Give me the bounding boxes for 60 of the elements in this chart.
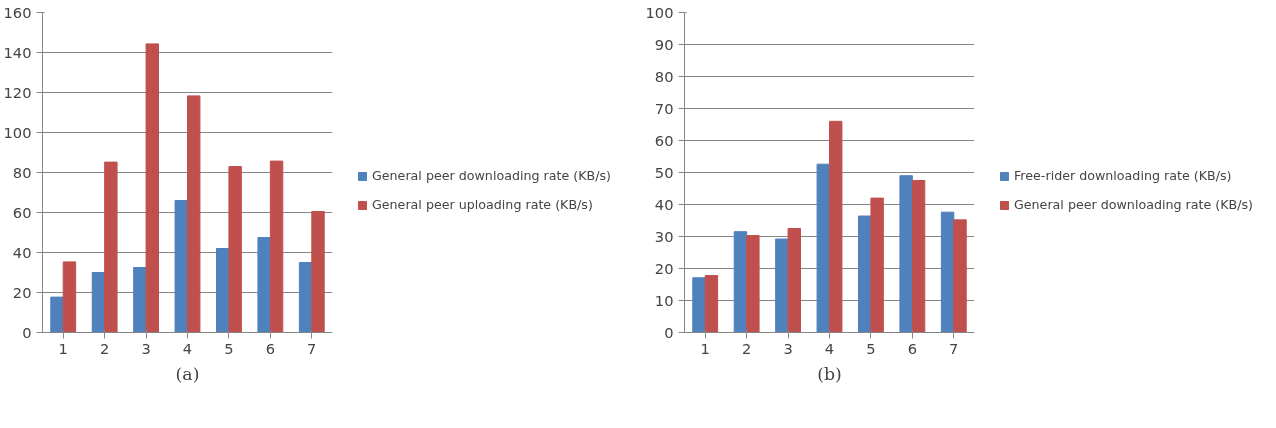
- bar: [257, 237, 271, 333]
- bar: [228, 166, 242, 333]
- x-tick-label: 1: [700, 339, 710, 357]
- bar: [787, 228, 801, 333]
- legend-label: General peer uploading rate (KB/s): [372, 197, 593, 212]
- bar: [104, 161, 118, 333]
- bar: [704, 275, 719, 333]
- y-tick-label: 0: [664, 323, 674, 341]
- legend-label: General peer downloading rate (KB/s): [1014, 197, 1253, 212]
- y-tick-label: 40: [654, 195, 674, 213]
- x-tick-label: 1: [58, 339, 68, 357]
- y-tick-label: 80: [12, 163, 32, 181]
- bar: [829, 120, 843, 333]
- x-tick-label: 2: [741, 339, 752, 357]
- x-tick-label: 7: [949, 339, 959, 357]
- bar: [174, 200, 188, 333]
- bar: [899, 175, 913, 333]
- x-tick-label: 4: [182, 339, 193, 357]
- y-tick-label: 100: [3, 123, 32, 141]
- y-tick-label: 160: [3, 3, 32, 21]
- bar: [145, 43, 159, 333]
- legend-label: General peer downloading rate (KB/s): [372, 168, 611, 183]
- x-tick-label: 6: [907, 339, 918, 357]
- bar: [953, 219, 967, 333]
- y-tick-label: 60: [12, 203, 32, 221]
- bar: [746, 235, 760, 333]
- x-tick-label: 5: [866, 339, 876, 357]
- text: (b): [817, 363, 842, 384]
- x-tick-label: 4: [824, 339, 835, 357]
- y-tick-label: 60: [654, 131, 674, 149]
- y-tick-label: 50: [654, 163, 674, 181]
- y-tick-label: 20: [654, 259, 674, 277]
- text: (a): [175, 363, 200, 384]
- y-tick-label: 0: [22, 323, 32, 341]
- bar: [269, 160, 284, 333]
- y-tick-label: 100: [645, 3, 674, 21]
- x-tick-label: 6: [265, 339, 276, 357]
- bar: [816, 163, 830, 333]
- x-tick-label: 3: [141, 339, 151, 357]
- y-tick-label: 40: [12, 243, 32, 261]
- bar: [911, 180, 926, 333]
- bar: [62, 261, 77, 333]
- x-tick-label: 3: [783, 339, 793, 357]
- bar: [692, 277, 706, 333]
- y-tick-label: 120: [3, 83, 32, 101]
- y-tick-label: 80: [654, 67, 674, 85]
- y-tick-label: 140: [3, 43, 32, 61]
- bar: [50, 296, 64, 333]
- y-tick-label: 90: [654, 35, 674, 53]
- x-tick-label: 2: [99, 339, 110, 357]
- y-tick-label: 10: [654, 291, 674, 309]
- bar: [187, 95, 201, 333]
- y-tick-label: 20: [12, 283, 32, 301]
- x-tick-label: 5: [224, 339, 234, 357]
- bar: [311, 211, 325, 333]
- bar: [870, 197, 884, 333]
- x-tick-label: 7: [307, 339, 317, 357]
- y-tick-label: 30: [654, 227, 674, 245]
- legend-label: Free-rider downloading rate (KB/s): [1014, 168, 1232, 183]
- y-tick-label: 70: [654, 99, 674, 117]
